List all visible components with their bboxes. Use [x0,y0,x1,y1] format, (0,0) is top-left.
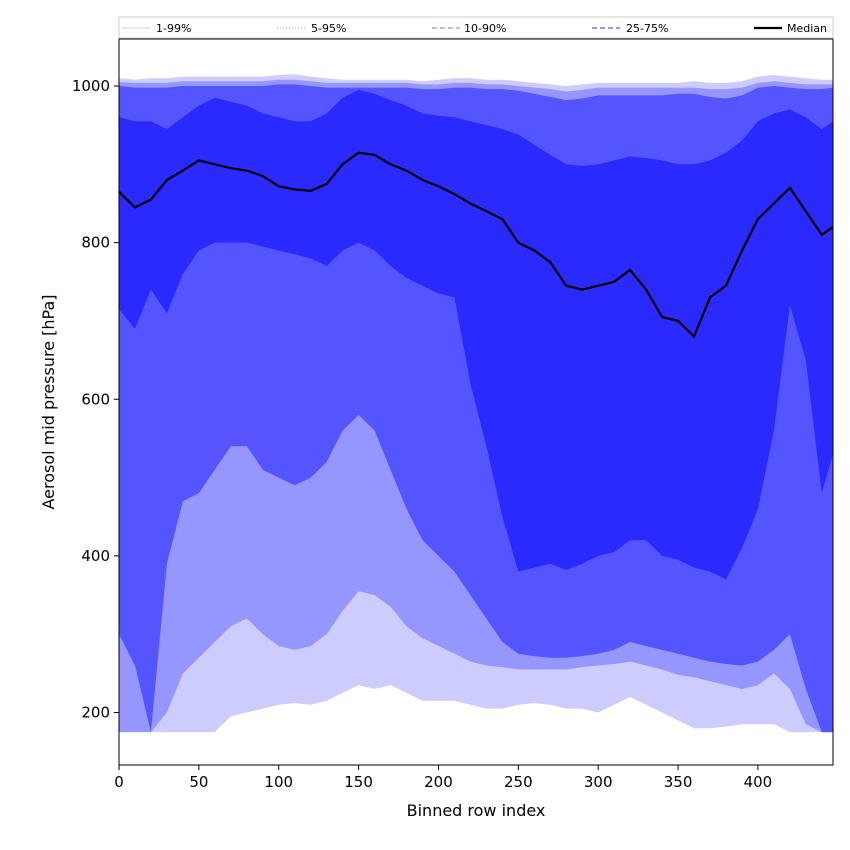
y-tick-label: 800 [81,234,110,252]
y-axis: 200 400 600 800 1000 [72,77,119,722]
x-tick-label: 200 [424,773,453,791]
legend-label: 1-99% [156,22,191,35]
x-tick-label: 100 [264,773,293,791]
x-tick-label: 250 [504,773,533,791]
x-tick-label: 400 [744,773,773,791]
y-tick-label: 1000 [72,77,110,95]
legend-label: 5-95% [311,22,346,35]
x-tick-label: 0 [114,773,124,791]
percentile-bands [119,74,833,733]
y-axis-label: Aerosol mid pressure [hPa] [39,294,58,509]
median-line [118,151,834,339]
x-tick-label: 300 [584,773,613,791]
x-tick-label: 50 [189,773,208,791]
y-tick-label: 600 [81,390,110,408]
legend-label: Median [787,22,827,35]
band-25-75pct [119,89,833,580]
plot-area [118,74,834,733]
x-tick-label: 150 [344,773,373,791]
x-tick-label: 350 [664,773,693,791]
y-tick-label: 400 [81,547,110,565]
x-axis: 0 50 100 150 200 250 300 350 400 [114,765,772,791]
legend: 1-99% 5-95% 10-90% 25-75% Median [118,16,834,39]
median-line-group [118,151,834,339]
x-axis-label: Binned row index [407,801,546,820]
y-tick-label: 200 [81,704,110,722]
axes-frame [118,38,834,766]
legend-label: 10-90% [464,22,506,35]
legend-box [118,16,834,39]
legend-label: 25-75% [626,22,668,35]
